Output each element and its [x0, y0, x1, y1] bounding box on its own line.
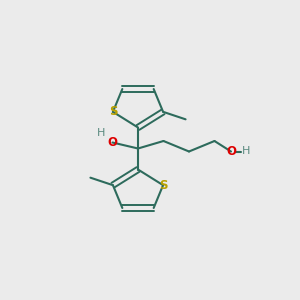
- Text: H: H: [97, 128, 105, 139]
- Text: O: O: [226, 145, 236, 158]
- Text: S: S: [109, 105, 117, 118]
- Text: S: S: [159, 179, 167, 192]
- Text: O: O: [107, 136, 118, 149]
- Text: H: H: [242, 146, 250, 157]
